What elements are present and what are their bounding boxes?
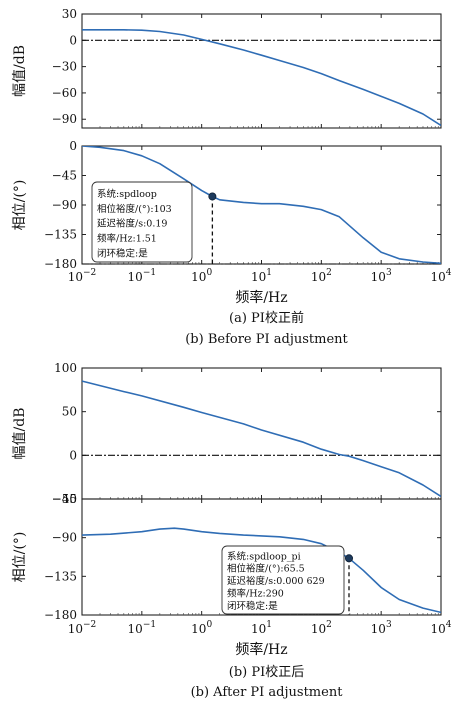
x-tick-label: 103 [371, 620, 392, 636]
x-tick-label: 104 [430, 268, 451, 284]
magnitude-ytick-label: −30 [52, 60, 77, 74]
x-tick-label: 104 [430, 620, 451, 636]
x-tick-label: 103 [371, 268, 392, 284]
annotation-line: 相位裕度/(°):103 [97, 203, 172, 215]
phase-ytick-label: −135 [44, 569, 77, 583]
x-axis-label: 频率/Hz [235, 289, 287, 306]
phase-ytick-label: −90 [52, 531, 77, 545]
phase-ylabel: 相位/(°) [12, 532, 28, 583]
x-tick-label: 101 [251, 620, 272, 636]
magnitude-series-line [82, 380, 441, 498]
magnitude-frame [81, 367, 442, 500]
magnitude-frame [81, 13, 442, 129]
caption-cn: (a) PI校正前 [229, 310, 304, 326]
phase-ytick-label: −90 [52, 198, 77, 212]
caption-en: (b) Before PI adjustment [185, 332, 348, 347]
annotation-line: 系统:spdloop_pi [227, 550, 301, 562]
magnitude-ytick-label: 100 [54, 361, 77, 375]
magnitude-ytick-label: 50 [62, 405, 77, 419]
annotation-box [221, 545, 345, 615]
x-tick-label: 10−1 [128, 268, 157, 284]
x-tick-label: 102 [311, 268, 332, 284]
annotation-line: 相位裕度/(°):65.5 [227, 563, 305, 575]
x-tick-label: 10−2 [68, 268, 97, 284]
annotation-line: 延迟裕度/s:0.19 [97, 218, 167, 230]
phase-ytick-label: −135 [44, 228, 77, 242]
annotation-line: 闭环稳定:是 [97, 247, 148, 259]
magnitude-ytick-label: 0 [69, 33, 77, 47]
phase-ylabel: 相位/(°) [12, 180, 28, 231]
x-axis-label: 频率/Hz [235, 641, 287, 658]
magnitude-ytick-label: −50 [52, 492, 77, 506]
phase-ytick-label: −180 [44, 608, 77, 622]
caption-en: (b) After PI adjustment [191, 685, 344, 700]
magnitude-ytick-label: −90 [52, 112, 77, 126]
phase-ytick-label: −45 [52, 169, 77, 183]
bode-plot-after: 100 50 0 −50 幅值/dB −45 −90 −135 −180 相位/(°) 10−2 10… [12, 361, 452, 700]
annotation-line: 延迟裕度/s:0.000 629 [227, 575, 325, 587]
annotation-line: 频率/Hz:290 [227, 588, 284, 600]
magnitude-series-line [82, 28, 441, 127]
annotation-box [91, 181, 193, 263]
magnitude-ytick-label: 0 [69, 448, 77, 462]
phase-margin-marker [345, 554, 354, 563]
x-tick-label: 102 [311, 620, 332, 636]
magnitude-ylabel: 幅值/dB [12, 45, 28, 97]
annotation-line: 频率/Hz:1.51 [97, 233, 157, 245]
x-tick-label: 10−2 [68, 620, 97, 636]
phase-series-line [82, 146, 441, 264]
phase-ytick-label: −45 [52, 492, 77, 506]
magnitude-ytick-label: −60 [52, 86, 77, 100]
annotation-line: 系统:spdloop [97, 188, 157, 200]
phase-ytick-label: −180 [44, 257, 77, 271]
x-tick-label: 101 [251, 268, 272, 284]
x-tick-label: 100 [191, 620, 212, 636]
x-tick-label: 10−1 [128, 620, 157, 636]
caption-cn: (b) PI校正后 [229, 664, 304, 680]
phase-series-line [82, 527, 441, 614]
annotation-line: 闭环稳定:是 [227, 600, 278, 612]
phase-ytick-label: 0 [69, 139, 77, 153]
magnitude-ytick-label: 30 [62, 7, 77, 21]
bode-plot-before: 30 0 −30 −60 −90 幅值/dB 0 −45 −90 −135 −180 相位/(°) 10… [12, 7, 452, 347]
magnitude-ylabel: 幅值/dB [12, 408, 28, 460]
x-tick-label: 100 [191, 268, 212, 284]
phase-margin-marker [208, 192, 217, 201]
